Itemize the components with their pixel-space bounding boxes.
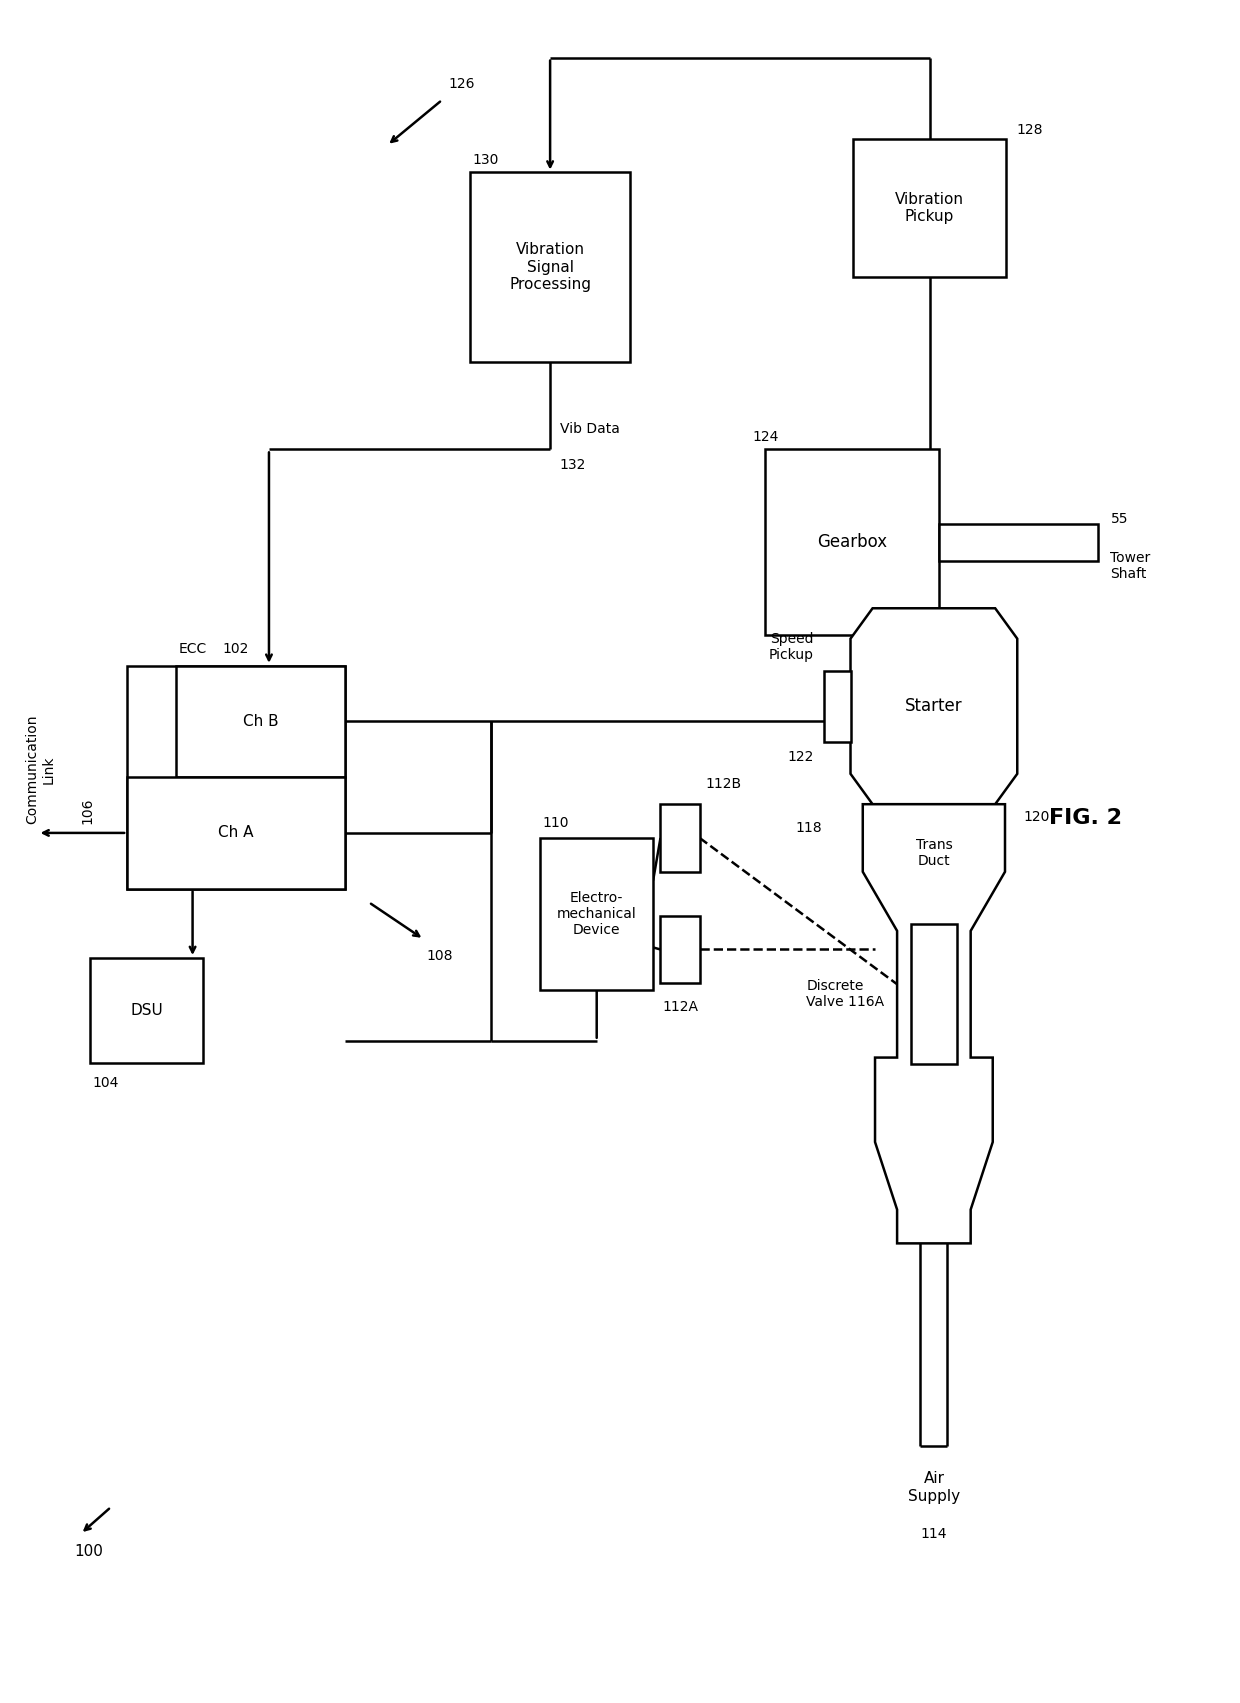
Bar bbox=[661, 916, 699, 983]
Text: 102: 102 bbox=[223, 642, 249, 656]
Bar bbox=[541, 838, 653, 989]
Bar bbox=[939, 525, 1099, 560]
Bar bbox=[176, 666, 346, 777]
Text: Vib Data: Vib Data bbox=[560, 422, 620, 436]
Text: Air
Supply: Air Supply bbox=[908, 1471, 960, 1504]
Polygon shape bbox=[851, 608, 1017, 804]
Text: 122: 122 bbox=[787, 749, 813, 765]
Bar bbox=[765, 450, 939, 635]
Text: 55: 55 bbox=[1111, 511, 1128, 526]
Bar bbox=[470, 172, 630, 361]
Text: Electro-
mechanical
Device: Electro- mechanical Device bbox=[557, 891, 636, 937]
Bar bbox=[823, 671, 851, 743]
Text: 110: 110 bbox=[543, 816, 569, 829]
Text: DSU: DSU bbox=[130, 1003, 164, 1018]
Text: Gearbox: Gearbox bbox=[817, 533, 887, 552]
Text: 130: 130 bbox=[472, 153, 500, 167]
Text: 128: 128 bbox=[1016, 123, 1043, 136]
Text: Starter: Starter bbox=[905, 697, 962, 715]
Text: Communication
Link: Communication Link bbox=[25, 715, 56, 824]
Text: 104: 104 bbox=[93, 1076, 119, 1090]
Text: FIG. 2: FIG. 2 bbox=[1049, 807, 1122, 828]
Bar bbox=[853, 138, 1006, 278]
Text: 112A: 112A bbox=[663, 1000, 699, 1015]
Bar bbox=[91, 957, 203, 1063]
Text: 106: 106 bbox=[81, 799, 94, 824]
Text: 120: 120 bbox=[1023, 811, 1050, 824]
Text: Speed
Pickup: Speed Pickup bbox=[769, 632, 813, 662]
Text: 108: 108 bbox=[427, 950, 453, 964]
Text: ECC: ECC bbox=[179, 642, 207, 656]
Bar bbox=[661, 804, 699, 872]
Bar bbox=[128, 777, 346, 889]
Polygon shape bbox=[863, 804, 1004, 1243]
Text: 118: 118 bbox=[795, 821, 822, 834]
Text: Discrete
Valve 116A: Discrete Valve 116A bbox=[806, 979, 884, 1010]
Bar bbox=[128, 666, 346, 889]
Text: Vibration
Pickup: Vibration Pickup bbox=[895, 192, 963, 225]
Text: 100: 100 bbox=[74, 1545, 103, 1558]
Text: 114: 114 bbox=[920, 1528, 947, 1541]
Text: Trans
Duct: Trans Duct bbox=[915, 838, 952, 869]
Text: 132: 132 bbox=[560, 458, 587, 472]
Text: Vibration
Signal
Processing: Vibration Signal Processing bbox=[510, 242, 591, 291]
Text: 112B: 112B bbox=[706, 777, 742, 790]
Text: Tower
Shaft: Tower Shaft bbox=[1111, 550, 1151, 581]
Text: Ch B: Ch B bbox=[243, 714, 279, 729]
Text: 126: 126 bbox=[449, 77, 475, 92]
Text: Ch A: Ch A bbox=[218, 826, 254, 840]
Text: 124: 124 bbox=[753, 431, 779, 444]
Bar bbox=[910, 925, 957, 1064]
